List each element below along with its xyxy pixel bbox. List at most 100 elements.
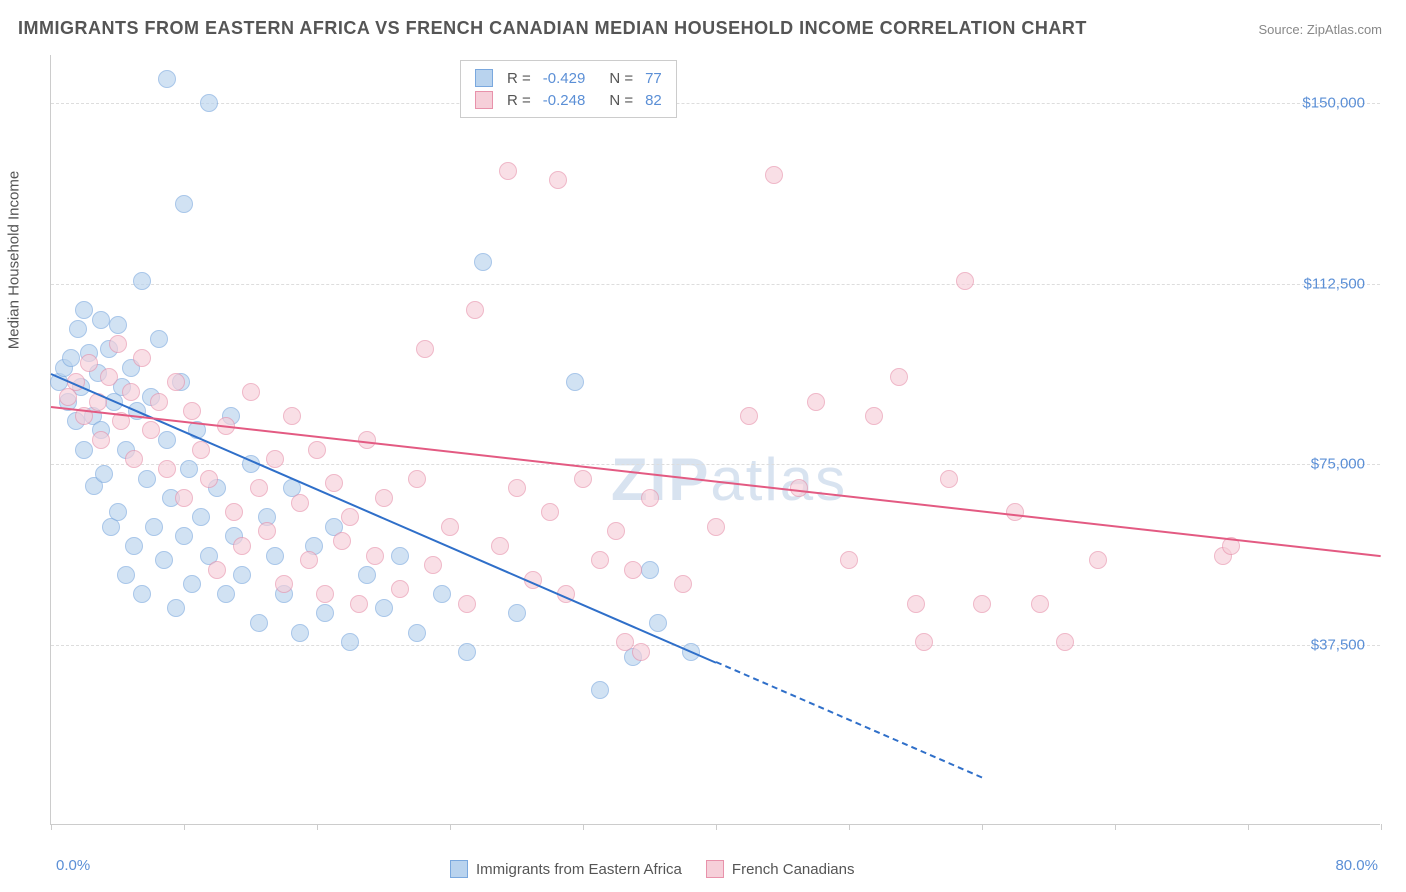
- point-series-b: [350, 595, 368, 613]
- point-series-a: [109, 316, 127, 334]
- point-series-b: [175, 489, 193, 507]
- legend-r-label: R =: [507, 70, 531, 87]
- legend-r-value: -0.248: [543, 92, 586, 109]
- point-series-a: [458, 643, 476, 661]
- legend-n-label: N =: [609, 70, 633, 87]
- point-series-b: [100, 368, 118, 386]
- point-series-a: [145, 518, 163, 536]
- point-series-a: [158, 70, 176, 88]
- point-series-b: [283, 407, 301, 425]
- point-series-b: [183, 402, 201, 420]
- point-series-b: [341, 508, 359, 526]
- point-series-b: [250, 479, 268, 497]
- point-series-a: [109, 503, 127, 521]
- point-series-a: [183, 575, 201, 593]
- point-series-b: [242, 383, 260, 401]
- point-series-b: [109, 335, 127, 353]
- point-series-b: [574, 470, 592, 488]
- point-series-b: [192, 441, 210, 459]
- point-series-b: [807, 393, 825, 411]
- point-series-b: [225, 503, 243, 521]
- point-series-b: [92, 431, 110, 449]
- y-tick-label: $150,000: [1302, 95, 1365, 112]
- point-series-b: [616, 633, 634, 651]
- point-series-b: [275, 575, 293, 593]
- y-axis-title: Median Household Income: [6, 171, 23, 349]
- point-series-a: [341, 633, 359, 651]
- point-series-a: [133, 272, 151, 290]
- legend-series-item: Immigrants from Eastern Africa: [450, 860, 682, 878]
- point-series-b: [300, 551, 318, 569]
- x-tick: [716, 824, 717, 830]
- point-series-a: [117, 566, 135, 584]
- point-series-a: [192, 508, 210, 526]
- legend-swatch: [475, 91, 493, 109]
- point-series-b: [266, 450, 284, 468]
- point-series-b: [956, 272, 974, 290]
- point-series-a: [291, 624, 309, 642]
- point-series-b: [491, 537, 509, 555]
- point-series-a: [180, 460, 198, 478]
- legend-r-value: -0.429: [543, 70, 586, 87]
- point-series-b: [375, 489, 393, 507]
- point-series-b: [624, 561, 642, 579]
- point-series-b: [466, 301, 484, 319]
- point-series-a: [591, 681, 609, 699]
- point-series-b: [765, 166, 783, 184]
- point-series-b: [308, 441, 326, 459]
- point-series-b: [890, 368, 908, 386]
- point-series-b: [549, 171, 567, 189]
- source-label: Source: ZipAtlas.com: [1258, 22, 1382, 37]
- point-series-a: [200, 94, 218, 112]
- point-series-b: [865, 407, 883, 425]
- point-series-b: [333, 532, 351, 550]
- point-series-a: [62, 349, 80, 367]
- point-series-a: [358, 566, 376, 584]
- x-axis-min-label: 0.0%: [56, 857, 90, 874]
- point-series-b: [122, 383, 140, 401]
- point-series-b: [158, 460, 176, 478]
- gridline: [51, 645, 1380, 646]
- y-tick-label: $75,000: [1311, 456, 1365, 473]
- point-series-a: [217, 585, 235, 603]
- y-tick-label: $112,500: [1304, 275, 1365, 292]
- point-series-b: [1031, 595, 1049, 613]
- trend-line-a-ext: [716, 661, 983, 778]
- legend-n-value: 82: [645, 92, 662, 109]
- chart-title: IMMIGRANTS FROM EASTERN AFRICA VS FRENCH…: [18, 18, 1087, 39]
- point-series-a: [233, 566, 251, 584]
- point-series-b: [1006, 503, 1024, 521]
- point-series-a: [433, 585, 451, 603]
- legend-r-label: R =: [507, 92, 531, 109]
- point-series-b: [840, 551, 858, 569]
- point-series-a: [316, 604, 334, 622]
- point-series-b: [291, 494, 309, 512]
- point-series-b: [441, 518, 459, 536]
- point-series-a: [175, 195, 193, 213]
- point-series-a: [125, 537, 143, 555]
- x-tick: [583, 824, 584, 830]
- point-series-a: [408, 624, 426, 642]
- point-series-b: [674, 575, 692, 593]
- point-series-b: [424, 556, 442, 574]
- legend-swatch: [450, 860, 468, 878]
- point-series-b: [915, 633, 933, 651]
- legend-n-label: N =: [609, 92, 633, 109]
- point-series-a: [391, 547, 409, 565]
- point-series-b: [208, 561, 226, 579]
- point-series-b: [707, 518, 725, 536]
- point-series-a: [167, 599, 185, 617]
- point-series-b: [167, 373, 185, 391]
- x-tick: [1115, 824, 1116, 830]
- point-series-a: [158, 431, 176, 449]
- point-series-b: [133, 349, 151, 367]
- point-series-a: [138, 470, 156, 488]
- legend-correlation-stats: R =-0.429N =77R =-0.248N =82: [460, 60, 677, 118]
- gridline: [51, 103, 1380, 104]
- point-series-b: [541, 503, 559, 521]
- point-series-b: [366, 547, 384, 565]
- point-series-b: [790, 479, 808, 497]
- point-series-a: [375, 599, 393, 617]
- point-series-b: [325, 474, 343, 492]
- legend-series: Immigrants from Eastern AfricaFrench Can…: [450, 860, 854, 878]
